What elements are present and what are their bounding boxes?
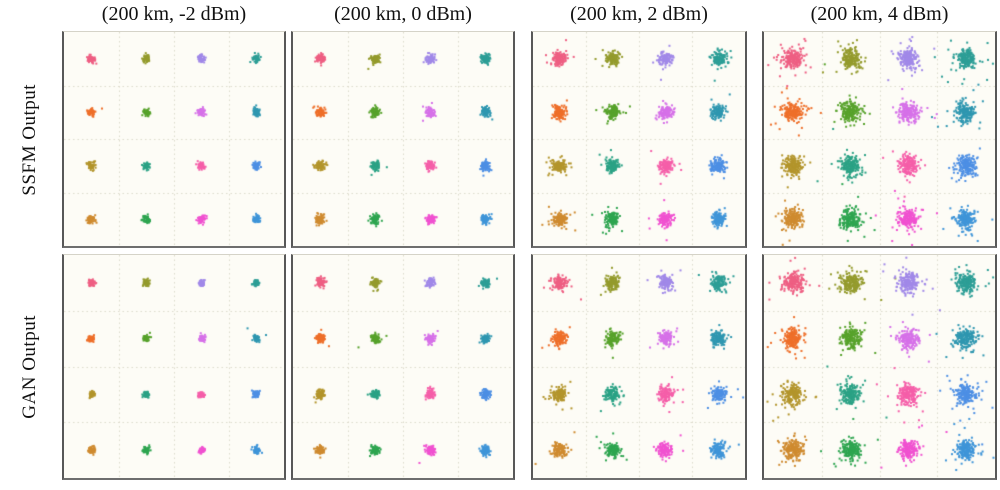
row-label-gan: GAN Output [19,315,40,419]
subplot-title-neg2dbm: (200 km, -2 dBm) [101,3,247,25]
scatter-canvas [64,255,284,478]
row-label-ssfm: SSFM Output [19,83,40,196]
subplot-ssfm-0dbm [291,31,515,248]
scatter-canvas [533,32,745,246]
subplot-title-2dbm: (200 km, 2 dBm) [570,3,708,25]
subplot-gan-0dbm [291,254,515,480]
subplot-gan-4dbm [762,254,997,480]
subplot-ssfm-neg2dbm [62,31,286,248]
row-label-ssfm-wrap: SSFM Output [0,31,60,248]
scatter-canvas [293,32,513,246]
scatter-canvas [764,32,995,246]
subplot-ssfm-4dbm [762,31,997,248]
row-label-gan-wrap: GAN Output [0,254,60,480]
scatter-canvas [64,32,284,246]
subplot-title-0dbm: (200 km, 0 dBm) [334,3,472,25]
subplot-gan-neg2dbm [62,254,286,480]
subplot-gan-2dbm [531,254,747,480]
scatter-canvas [293,255,513,478]
subplot-title-4dbm: (200 km, 4 dBm) [810,3,949,25]
scatter-canvas [764,255,995,478]
scatter-canvas [533,255,745,478]
subplot-ssfm-2dbm [531,31,747,248]
